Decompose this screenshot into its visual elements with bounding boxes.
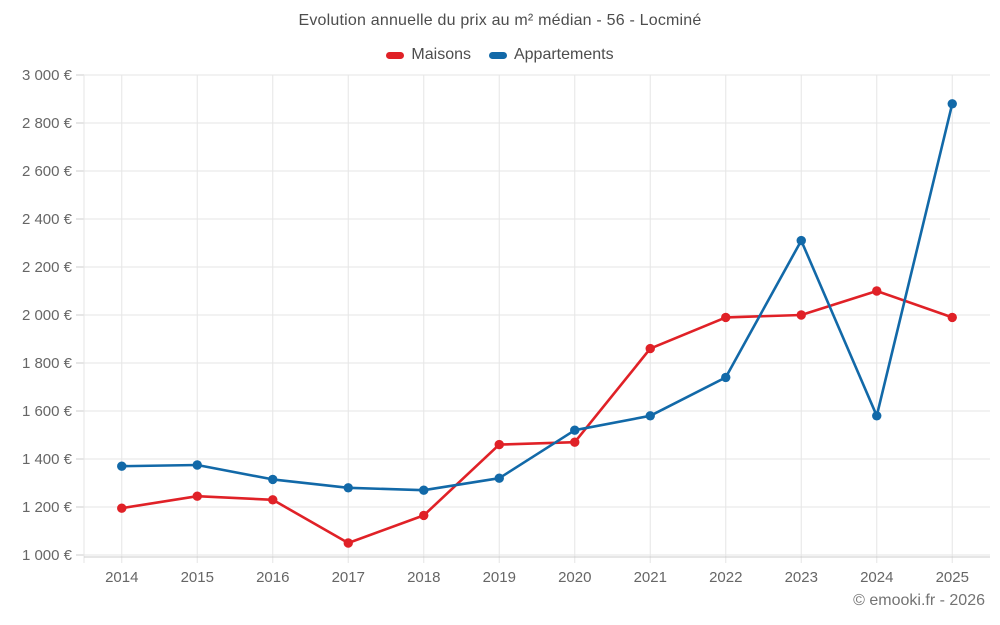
data-point-appartements-2023[interactable] (796, 235, 806, 246)
x-axis-label: 2022 (709, 569, 742, 586)
series-line-maisons (120, 289, 954, 545)
x-axis-label: 2020 (558, 569, 591, 586)
y-axis-label: 2 200 € (22, 259, 73, 276)
y-axis-label: 1 400 € (22, 451, 73, 468)
y-axis-label: 2 000 € (22, 307, 73, 324)
data-point-appartements-2024[interactable] (872, 411, 882, 421)
data-point-appartements-2020[interactable] (570, 425, 580, 435)
data-point-appartements-2017[interactable] (343, 483, 353, 493)
legend-swatch-appartements-icon (488, 51, 507, 59)
x-axis-label: 2017 (332, 569, 365, 586)
data-point-appartements-2021[interactable] (645, 411, 655, 421)
data-point-maisons-2025[interactable] (947, 312, 957, 323)
y-axis-label: 2 600 € (22, 163, 73, 180)
data-point-maisons-2017[interactable] (343, 538, 353, 548)
y-axis-label: 3 000 € (22, 67, 73, 84)
data-point-maisons-2014[interactable] (117, 503, 127, 513)
data-point-maisons-2020[interactable] (570, 437, 580, 447)
data-point-maisons-2019[interactable] (494, 439, 504, 450)
legend-label-appartements: Appartements (513, 46, 614, 63)
attribution-text: © emooki.fr - 2026 (853, 592, 985, 609)
legend-item-appartements[interactable]: Appartements (488, 46, 614, 64)
legend-item-maisons[interactable]: Maisons (386, 46, 471, 64)
x-axis-label: 2025 (936, 569, 969, 586)
data-point-maisons-2016[interactable] (268, 495, 278, 505)
series-line-appartements (120, 102, 954, 492)
legend-label-maisons: Maisons (411, 46, 471, 63)
data-point-appartements-2025[interactable] (947, 99, 957, 109)
y-axis-label: 1 600 € (22, 403, 73, 420)
x-axis-label: 2023 (785, 569, 818, 586)
data-point-appartements-2014[interactable] (117, 461, 127, 471)
data-point-appartements-2016[interactable] (268, 474, 278, 485)
legend: Maisons Appartements (0, 44, 1000, 66)
data-point-appartements-2015[interactable] (192, 460, 202, 470)
x-axis-label: 2014 (105, 569, 138, 586)
data-point-maisons-2015[interactable] (192, 491, 202, 501)
data-point-maisons-2018[interactable] (419, 510, 429, 521)
y-axis-label: 2 800 € (22, 115, 73, 132)
y-axis-label: 1 800 € (22, 355, 73, 372)
data-point-maisons-2022[interactable] (721, 312, 731, 323)
data-point-maisons-2024[interactable] (872, 286, 882, 296)
data-point-maisons-2021[interactable] (645, 343, 655, 354)
y-axis-label: 1 200 € (22, 499, 73, 516)
x-axis-label: 2015 (181, 569, 214, 586)
data-point-appartements-2022[interactable] (721, 372, 731, 383)
x-axis-label: 2016 (256, 569, 289, 586)
legend-swatch-maisons-icon (386, 51, 405, 59)
y-axis-label: 1 000 € (22, 547, 73, 564)
x-axis-label: 2019 (483, 569, 516, 586)
x-axis-label: 2021 (634, 569, 667, 586)
chart-title: Evolution annuelle du prix au m² médian … (298, 12, 702, 29)
x-axis-label: 2024 (860, 569, 893, 586)
data-point-appartements-2018[interactable] (419, 485, 429, 495)
x-axis-label: 2018 (407, 569, 440, 586)
y-axis-label: 2 400 € (22, 211, 73, 228)
data-point-maisons-2023[interactable] (796, 310, 806, 320)
data-point-appartements-2019[interactable] (494, 473, 504, 483)
